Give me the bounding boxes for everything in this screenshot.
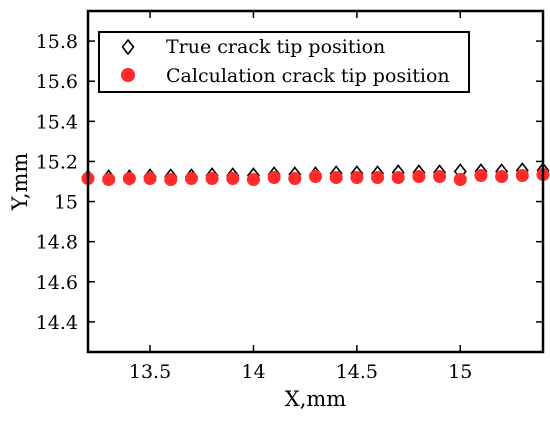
calculated-position-point [433, 169, 447, 183]
calculated-position-point [412, 169, 426, 183]
ticks-layer: 13.5 14 14.5 15 14.4 14.6 14.8 15 15.2 15.4 15.6 15… [36, 11, 543, 383]
legend-marker-circle [121, 68, 135, 82]
y-tick-label: 14.4 [36, 312, 78, 334]
x-tick-label: 14.5 [336, 361, 378, 383]
calculated-position-point [309, 169, 322, 183]
legend-circle-marker [121, 68, 135, 82]
y-tick-label: 15.4 [36, 111, 78, 133]
y-tick-label: 15.6 [36, 71, 78, 93]
x-axis-label: X,mm [285, 387, 347, 411]
calculated-position-point [122, 171, 136, 185]
calculated-position-point [184, 171, 198, 185]
y-tick-label: 15.2 [36, 151, 78, 173]
y-tick-label: 15.8 [36, 31, 78, 53]
calculated-position-point [391, 170, 405, 184]
calculated-position-point [246, 172, 260, 186]
x-tick-label: 15 [448, 361, 472, 383]
calculated-position-point [205, 171, 219, 185]
legend-box [98, 31, 470, 93]
plot-frame [86, 9, 545, 354]
calculated-position-point [350, 170, 364, 184]
legend-diamond-marker [121, 38, 135, 56]
calculated-position-point [515, 168, 529, 182]
calculated-position-point [453, 172, 467, 186]
calculated-position-point [164, 172, 178, 186]
y-tick-label: 14.6 [36, 272, 78, 294]
legend-marker-diamond [121, 38, 135, 56]
calculated-position-point [143, 171, 157, 185]
calculated-position-point [267, 170, 281, 184]
y-tick-label: 15 [54, 192, 78, 214]
x-tick-label: 13.5 [129, 361, 171, 383]
calculated-position-point [371, 170, 385, 184]
x-tick-label: 14 [241, 361, 265, 383]
legend-entry-calculated-position: Calculation crack tip position [166, 65, 450, 87]
marks-layer [81, 162, 550, 186]
calculated-position-point [288, 171, 302, 185]
y-tick-label: 14.8 [36, 232, 78, 254]
calculated-position-point [102, 172, 116, 186]
calculated-position-point [329, 170, 343, 184]
legend: True crack tip position Calculation crac… [98, 31, 470, 93]
legend-entry-true-position: True crack tip position [166, 36, 385, 58]
calculated-position-point [495, 169, 509, 183]
calculated-position-point [474, 168, 488, 182]
calculated-position-point [226, 171, 240, 185]
y-axis-label: Y,mm [8, 153, 32, 212]
